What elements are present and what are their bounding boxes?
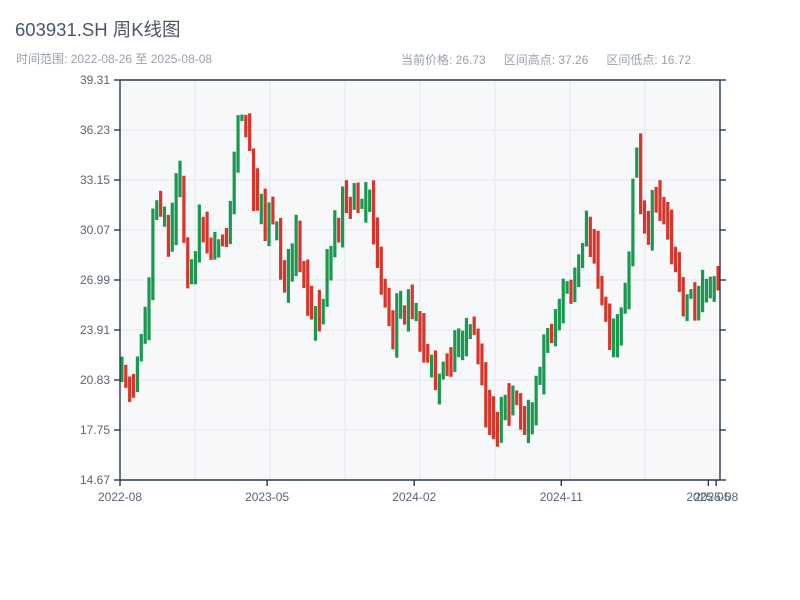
svg-text:26.99: 26.99 xyxy=(80,273,110,287)
svg-text:2024-11: 2024-11 xyxy=(540,490,583,504)
svg-text:14.67: 14.67 xyxy=(80,473,110,487)
svg-text:33.15: 33.15 xyxy=(80,173,110,187)
svg-text:2023-05: 2023-05 xyxy=(245,490,289,504)
svg-text:30.07: 30.07 xyxy=(80,223,110,237)
svg-text:2025-08: 2025-08 xyxy=(694,490,738,504)
svg-text:17.75: 17.75 xyxy=(80,423,110,437)
svg-text:20.83: 20.83 xyxy=(80,373,110,387)
svg-text:39.31: 39.31 xyxy=(80,73,110,87)
svg-text:2022-08: 2022-08 xyxy=(98,490,142,504)
svg-text:23.91: 23.91 xyxy=(80,323,110,337)
svg-text:36.23: 36.23 xyxy=(80,123,110,137)
svg-text:2024-02: 2024-02 xyxy=(392,490,436,504)
